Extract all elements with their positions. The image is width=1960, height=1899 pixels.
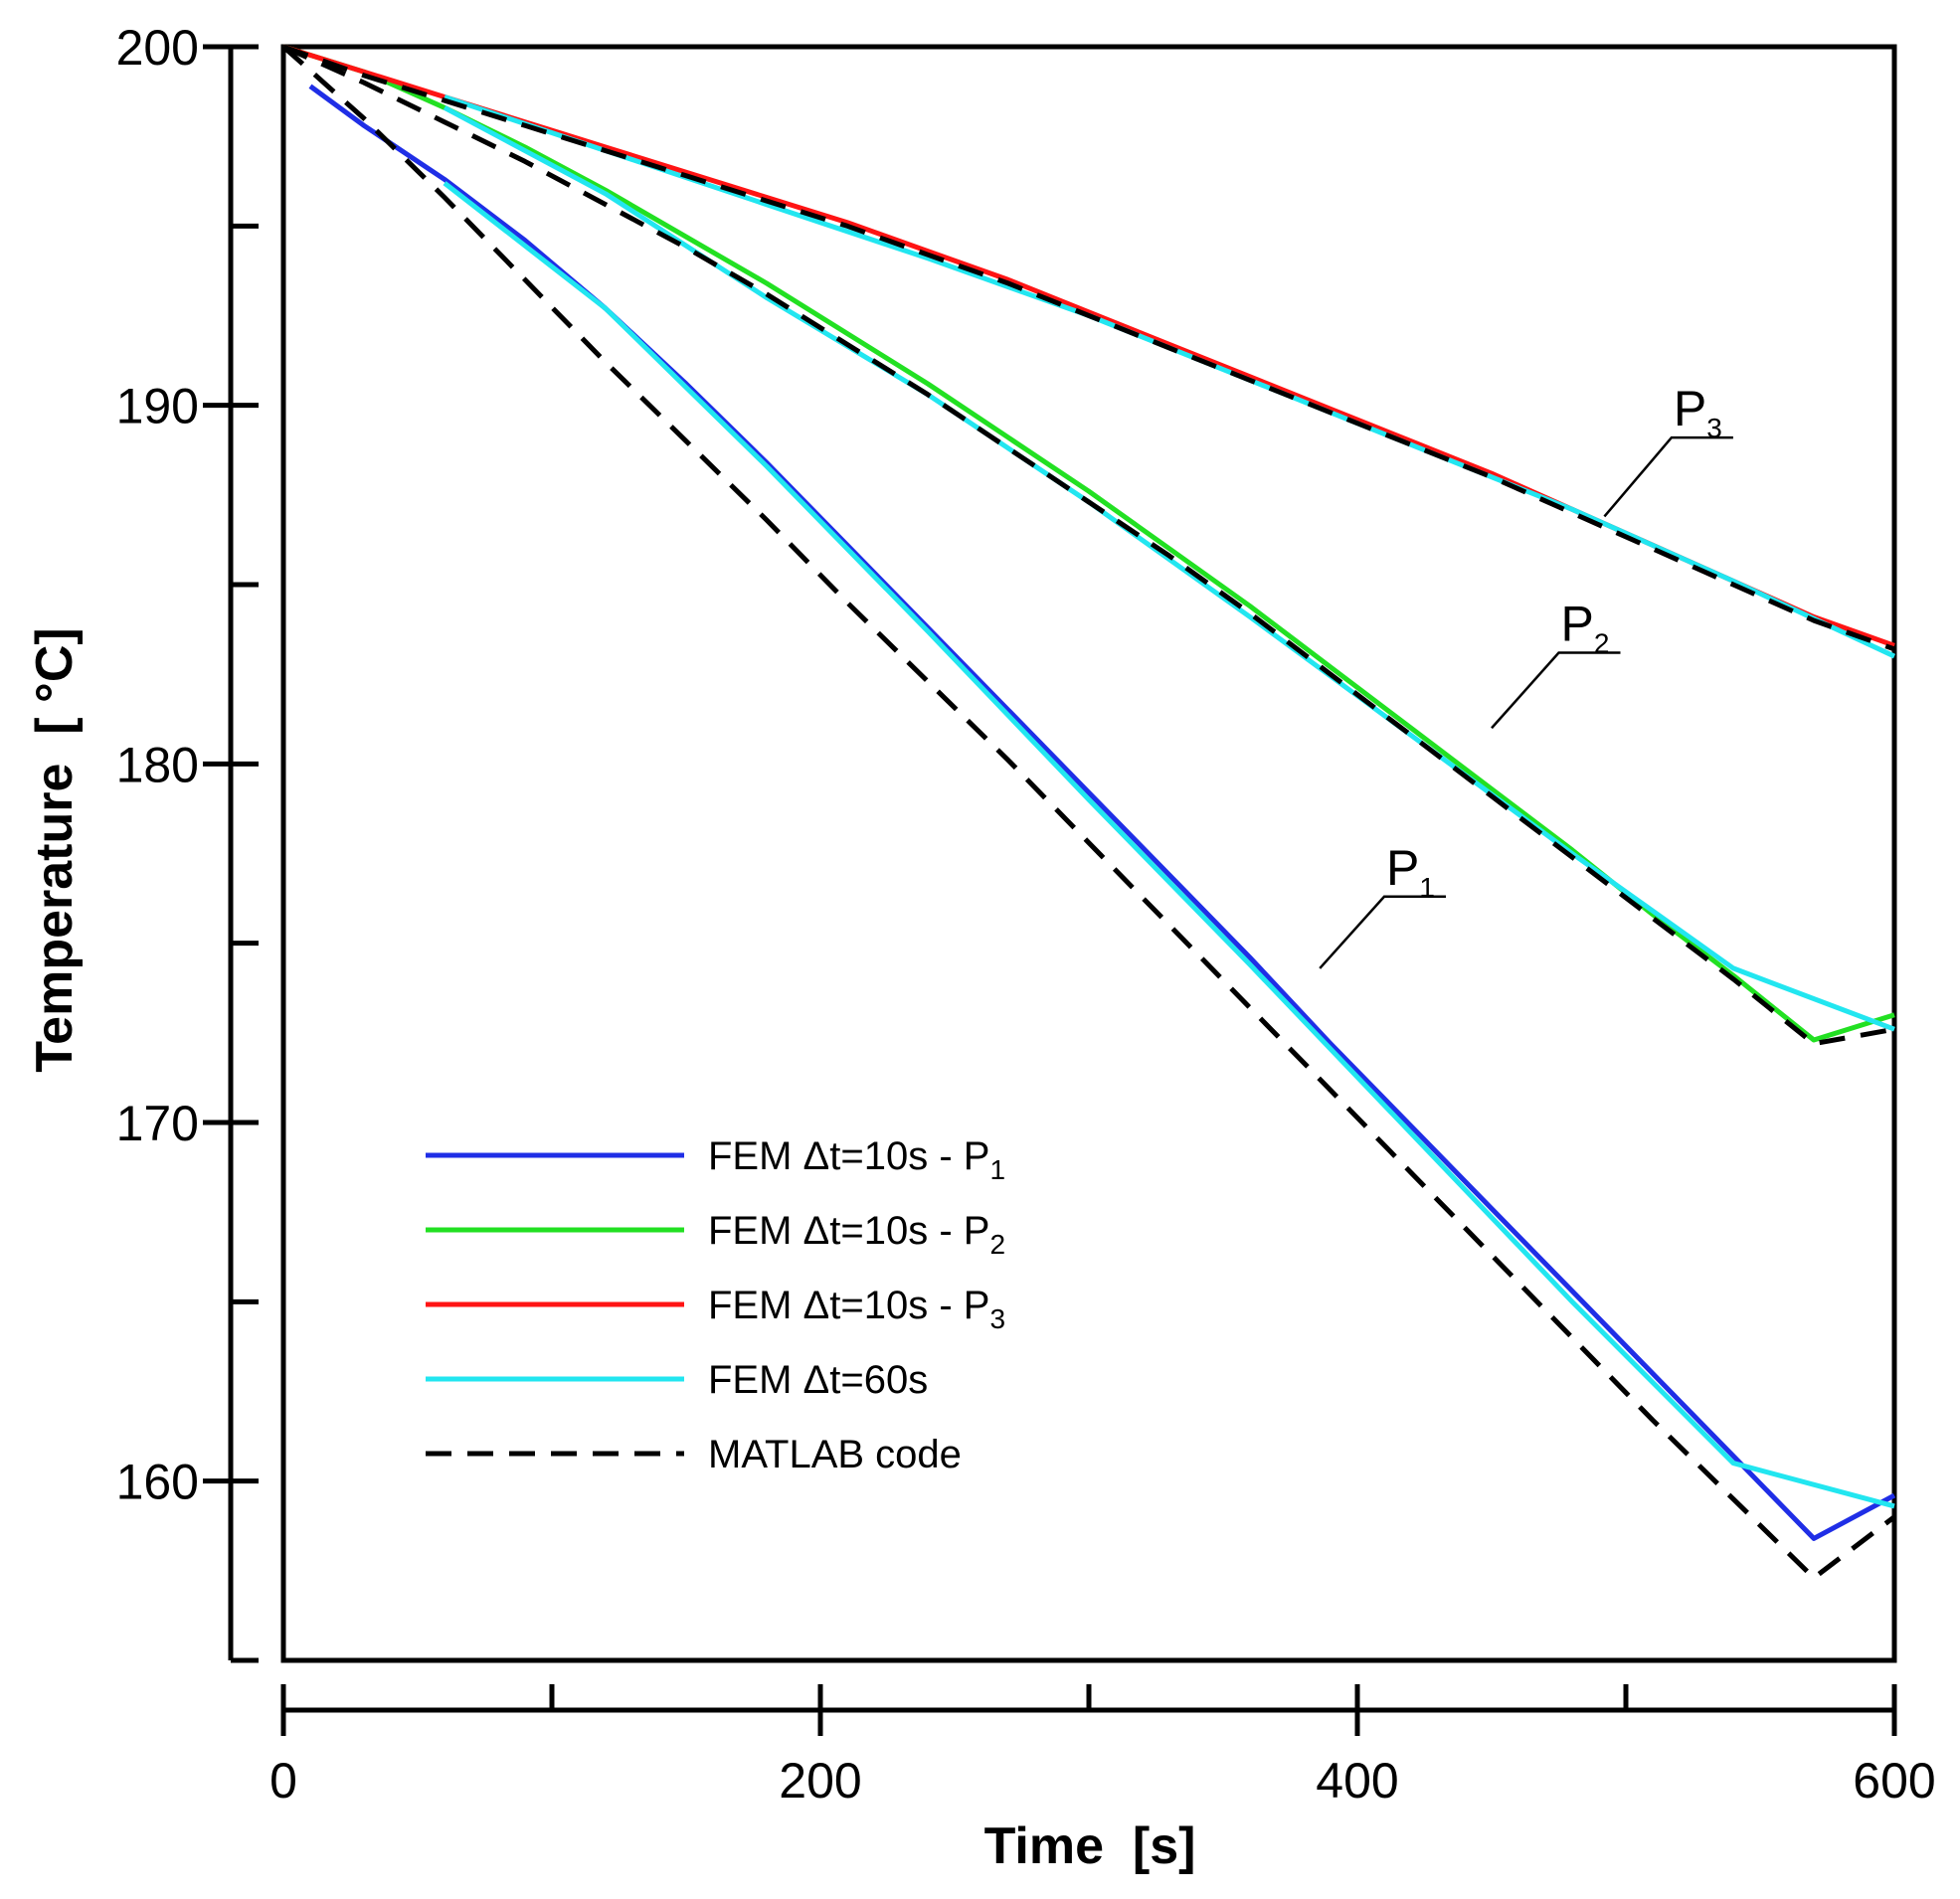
series-line-dt60 <box>443 181 1895 1509</box>
legend-label-p1: FEM Δt=10s - P1 <box>708 1134 1005 1185</box>
x-axis-title: Time [s] <box>984 1817 1196 1875</box>
annotation-label-p3: P3 <box>1674 381 1722 443</box>
y-tick-label: 200 <box>116 20 199 76</box>
legend-label-matlab: MATLAB code <box>708 1433 962 1476</box>
y-axis-title: Temperature [ °C] <box>26 627 84 1072</box>
series-line-p3 <box>282 44 1895 648</box>
annotation-label-p1: P1 <box>1386 840 1435 903</box>
y-tick-label: 190 <box>116 379 199 434</box>
series-line-dt60 <box>443 105 1895 1032</box>
x-tick-label: 600 <box>1853 1753 1935 1809</box>
annotation-label-p2: P2 <box>1561 597 1610 659</box>
x-tick-label: 200 <box>779 1753 861 1809</box>
series-line-matlab <box>281 44 1895 1047</box>
x-tick-label: 400 <box>1316 1753 1398 1809</box>
series-line-p1 <box>308 84 1896 1541</box>
annotation-leader <box>1491 651 1621 730</box>
annotation-leader <box>1603 435 1733 518</box>
y-tick-label: 180 <box>116 737 199 792</box>
series-line-matlab <box>282 44 1895 652</box>
y-tick-label: 170 <box>116 1096 199 1151</box>
x-tick-label: 0 <box>269 1753 297 1809</box>
plot-frame <box>280 44 1897 1663</box>
series-line-matlab <box>281 45 1896 1581</box>
series-line-dt60 <box>444 94 1896 659</box>
y-tick-label: 160 <box>116 1455 199 1510</box>
legend-label-p3: FEM Δt=10s - P3 <box>708 1284 1005 1334</box>
annotation-leader <box>1319 895 1446 969</box>
legend-label-p2: FEM Δt=10s - P2 <box>708 1209 1005 1260</box>
legend-label-dt60: FEM Δt=60s <box>708 1358 928 1402</box>
